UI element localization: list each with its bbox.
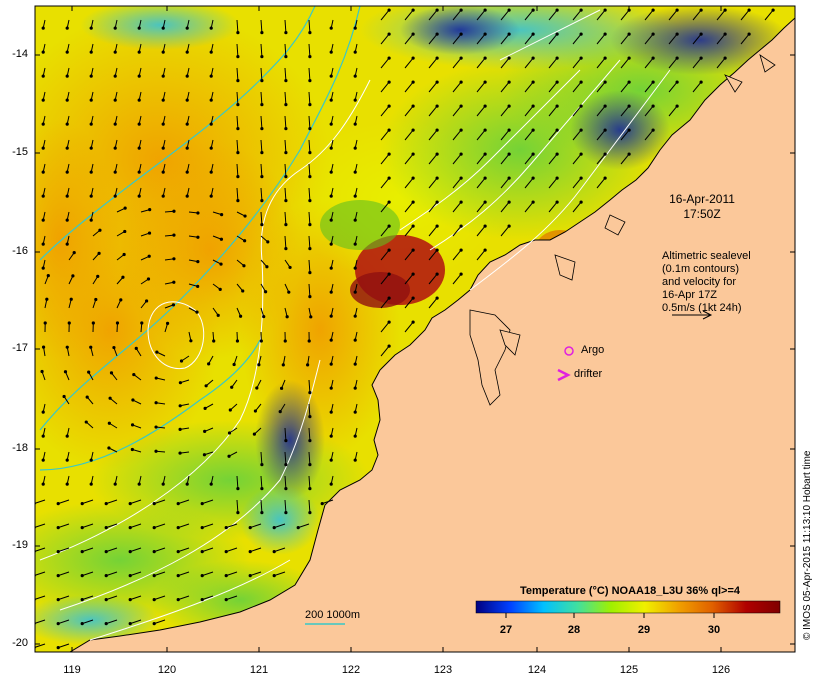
altimetry-line: 16-Apr 17Z (662, 289, 718, 301)
lon-label: 122 (341, 664, 361, 676)
islands (469, 54, 776, 406)
velocity-scale-arrow (702, 310, 713, 320)
lon-label: 120 (157, 664, 177, 676)
drifter-label: drifter (574, 368, 603, 380)
drifter-marker (557, 368, 571, 382)
lat-label: -20 (12, 637, 28, 649)
plot-area (35, 6, 795, 652)
argo-label: Argo (581, 344, 605, 356)
lon-label: 126 (711, 664, 731, 676)
axis-ticks (35, 6, 795, 652)
altimetry-line: and velocity for (662, 276, 736, 288)
colorbar-title: Temperature (°C) NOAA18_L3U 36% ql>=4 (520, 585, 740, 597)
lon-label: 125 (619, 664, 639, 676)
sealevel-contours (39, 9, 671, 641)
colorbar-tick-label: 29 (637, 624, 651, 636)
land (69, 6, 795, 652)
altimetry-line: (0.1m contours) (662, 263, 740, 275)
lat-label: -14 (12, 48, 28, 60)
altimetry-note: Altimetric sealevel (0.1m contours) and … (662, 250, 751, 315)
date-text: 16-Apr-2011 (669, 192, 735, 206)
lat-label: -17 (12, 342, 28, 354)
isobath-label: 200 1000m (305, 609, 361, 621)
lon-label: 124 (527, 664, 547, 676)
lat-label: -15 (12, 146, 28, 158)
lon-label: 123 (433, 664, 453, 676)
argo-marker (564, 346, 574, 356)
lon-label: 121 (249, 664, 269, 676)
altimetry-line: Altimetric sealevel (662, 250, 751, 262)
colorbar (475, 600, 781, 614)
colorbar-tick-label: 27 (499, 624, 513, 636)
plot-frame (34, 5, 796, 653)
lon-label: 119 (63, 664, 81, 676)
date-time-label: 16-Apr-2011 17:50Z (662, 192, 742, 222)
lat-label: -19 (12, 539, 28, 551)
lat-label: -16 (12, 245, 28, 257)
altimetry-line: 0.5m/s (1kt 24h) (662, 302, 742, 314)
lat-label: -18 (12, 442, 28, 454)
credit-text: © IMOS 05-Apr-2015 11:13:10 Hobart time (802, 450, 813, 641)
velocity-vectors (35, 8, 775, 650)
colorbar-ticks (505, 613, 715, 618)
colorbar-tick-label: 30 (707, 624, 721, 636)
colorbar-tick-label: 28 (567, 624, 581, 636)
time-text: 17:50Z (683, 207, 721, 221)
